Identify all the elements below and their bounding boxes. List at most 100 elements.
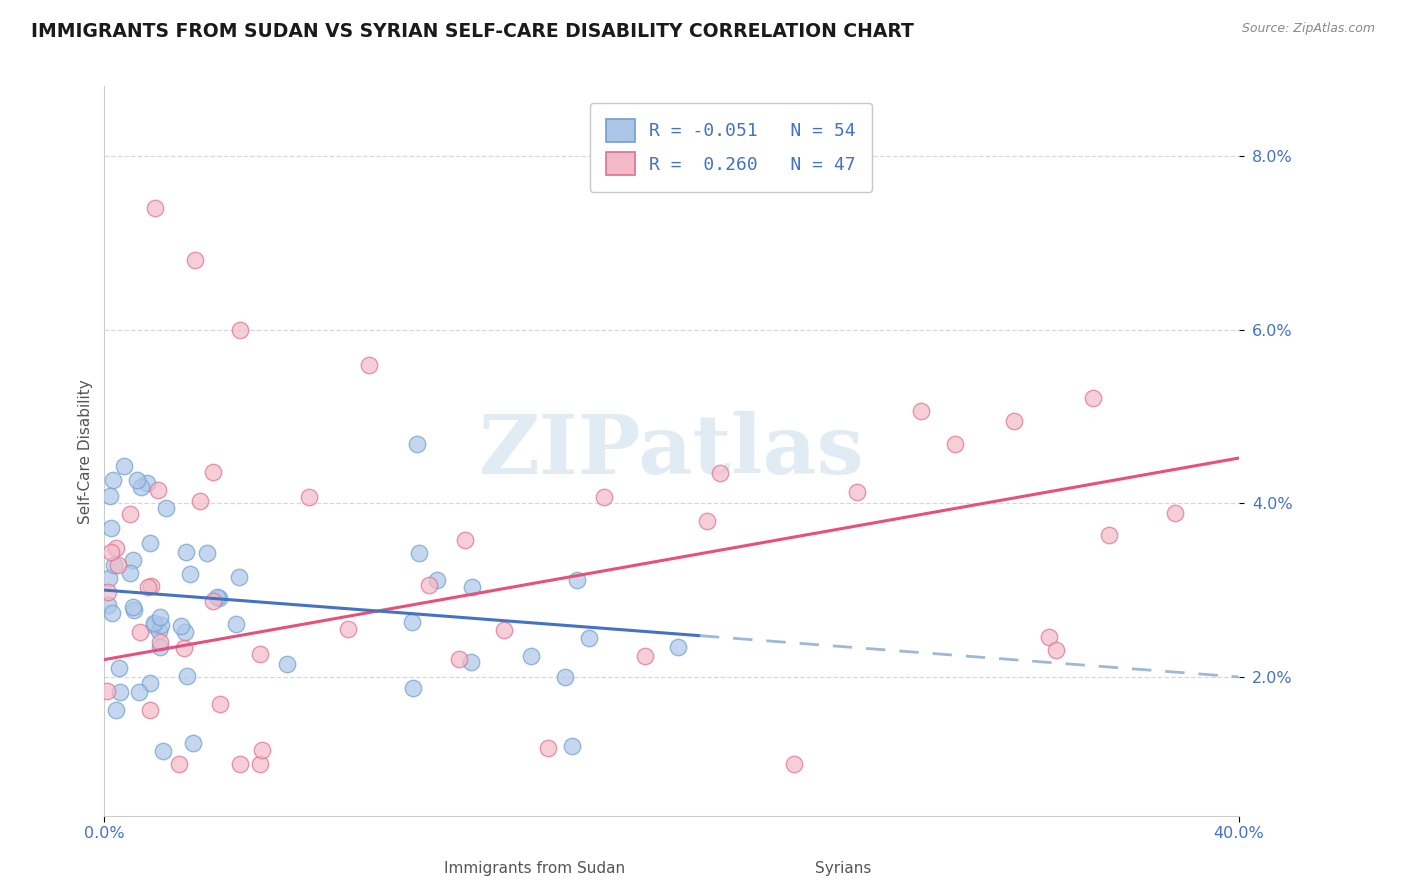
Point	[202, 593, 225, 607]
Point	[298, 491, 321, 505]
Point	[181, 736, 204, 750]
Text: Source: ZipAtlas.com: Source: ZipAtlas.com	[1241, 22, 1375, 36]
Point	[139, 675, 162, 690]
Point	[578, 632, 600, 646]
Point	[110, 684, 132, 698]
Point	[453, 533, 475, 547]
Point	[149, 640, 172, 655]
Point	[155, 501, 177, 516]
Point	[229, 322, 252, 336]
Point	[120, 566, 142, 580]
Y-axis label: Self-Care Disability: Self-Care Disability	[79, 379, 93, 524]
Point	[1163, 507, 1185, 521]
Point	[105, 703, 128, 717]
Point	[170, 619, 193, 633]
Text: ZIPatlas: ZIPatlas	[479, 411, 865, 491]
Point	[121, 599, 143, 614]
Point	[97, 571, 120, 585]
Point	[1098, 528, 1121, 542]
Point	[112, 458, 135, 473]
Point	[139, 536, 162, 550]
Point	[520, 649, 543, 664]
Point	[225, 616, 247, 631]
Point	[337, 622, 360, 636]
Point	[135, 476, 157, 491]
Point	[205, 590, 228, 604]
Point	[202, 465, 225, 479]
Point	[105, 541, 128, 556]
Point	[1038, 630, 1060, 644]
Point	[565, 574, 588, 588]
Point	[536, 740, 558, 755]
Point	[173, 625, 195, 640]
Point	[249, 756, 271, 771]
Point	[136, 580, 159, 594]
Point	[101, 473, 124, 487]
Point	[359, 358, 381, 372]
Point	[103, 558, 125, 573]
Legend: R = -0.051   N = 54, R =  0.260   N = 47: R = -0.051 N = 54, R = 0.260 N = 47	[589, 103, 872, 192]
Point	[97, 598, 120, 612]
Point	[120, 507, 142, 521]
Point	[100, 521, 122, 535]
Point	[146, 483, 169, 497]
Point	[845, 485, 868, 500]
Point	[208, 697, 231, 711]
Point	[142, 618, 165, 632]
Point	[149, 635, 172, 649]
Point	[129, 480, 152, 494]
Point	[1083, 391, 1105, 405]
Point	[167, 756, 190, 771]
Text: Immigrants from Sudan: Immigrants from Sudan	[444, 861, 624, 876]
Text: Syrians: Syrians	[815, 861, 872, 876]
Point	[108, 661, 131, 675]
Point	[460, 655, 482, 669]
Point	[666, 640, 689, 654]
Point	[276, 657, 298, 671]
Point	[124, 602, 146, 616]
Point	[593, 490, 616, 504]
Point	[252, 743, 274, 757]
Point	[101, 606, 124, 620]
Point	[188, 494, 211, 508]
Point	[100, 545, 122, 559]
Point	[401, 615, 423, 629]
Point	[1002, 414, 1025, 428]
Point	[1045, 643, 1067, 657]
Point	[149, 609, 172, 624]
Point	[402, 681, 425, 696]
Point	[208, 591, 231, 605]
Point	[179, 567, 201, 582]
Point	[426, 573, 449, 587]
Point	[561, 739, 583, 753]
Point	[173, 641, 195, 656]
Point	[127, 473, 149, 487]
Point	[447, 652, 470, 666]
Point	[184, 253, 207, 268]
Point	[461, 580, 484, 594]
Point	[176, 668, 198, 682]
Point	[709, 466, 731, 480]
Point	[494, 624, 516, 638]
Point	[633, 648, 655, 663]
Point	[96, 684, 118, 698]
Point	[142, 615, 165, 630]
Point	[145, 201, 167, 215]
Point	[228, 570, 250, 584]
Point	[97, 585, 120, 599]
Point	[129, 625, 152, 640]
Point	[228, 756, 250, 771]
Point	[249, 647, 271, 661]
Point	[150, 617, 173, 632]
Point	[138, 703, 160, 717]
Text: IMMIGRANTS FROM SUDAN VS SYRIAN SELF-CARE DISABILITY CORRELATION CHART: IMMIGRANTS FROM SUDAN VS SYRIAN SELF-CAR…	[31, 22, 914, 41]
Point	[554, 670, 576, 684]
Point	[128, 685, 150, 699]
Point	[148, 624, 170, 639]
Point	[195, 545, 218, 559]
Point	[418, 577, 440, 591]
Point	[176, 545, 198, 559]
Point	[152, 743, 174, 757]
Point	[783, 756, 806, 771]
Point	[98, 489, 121, 503]
